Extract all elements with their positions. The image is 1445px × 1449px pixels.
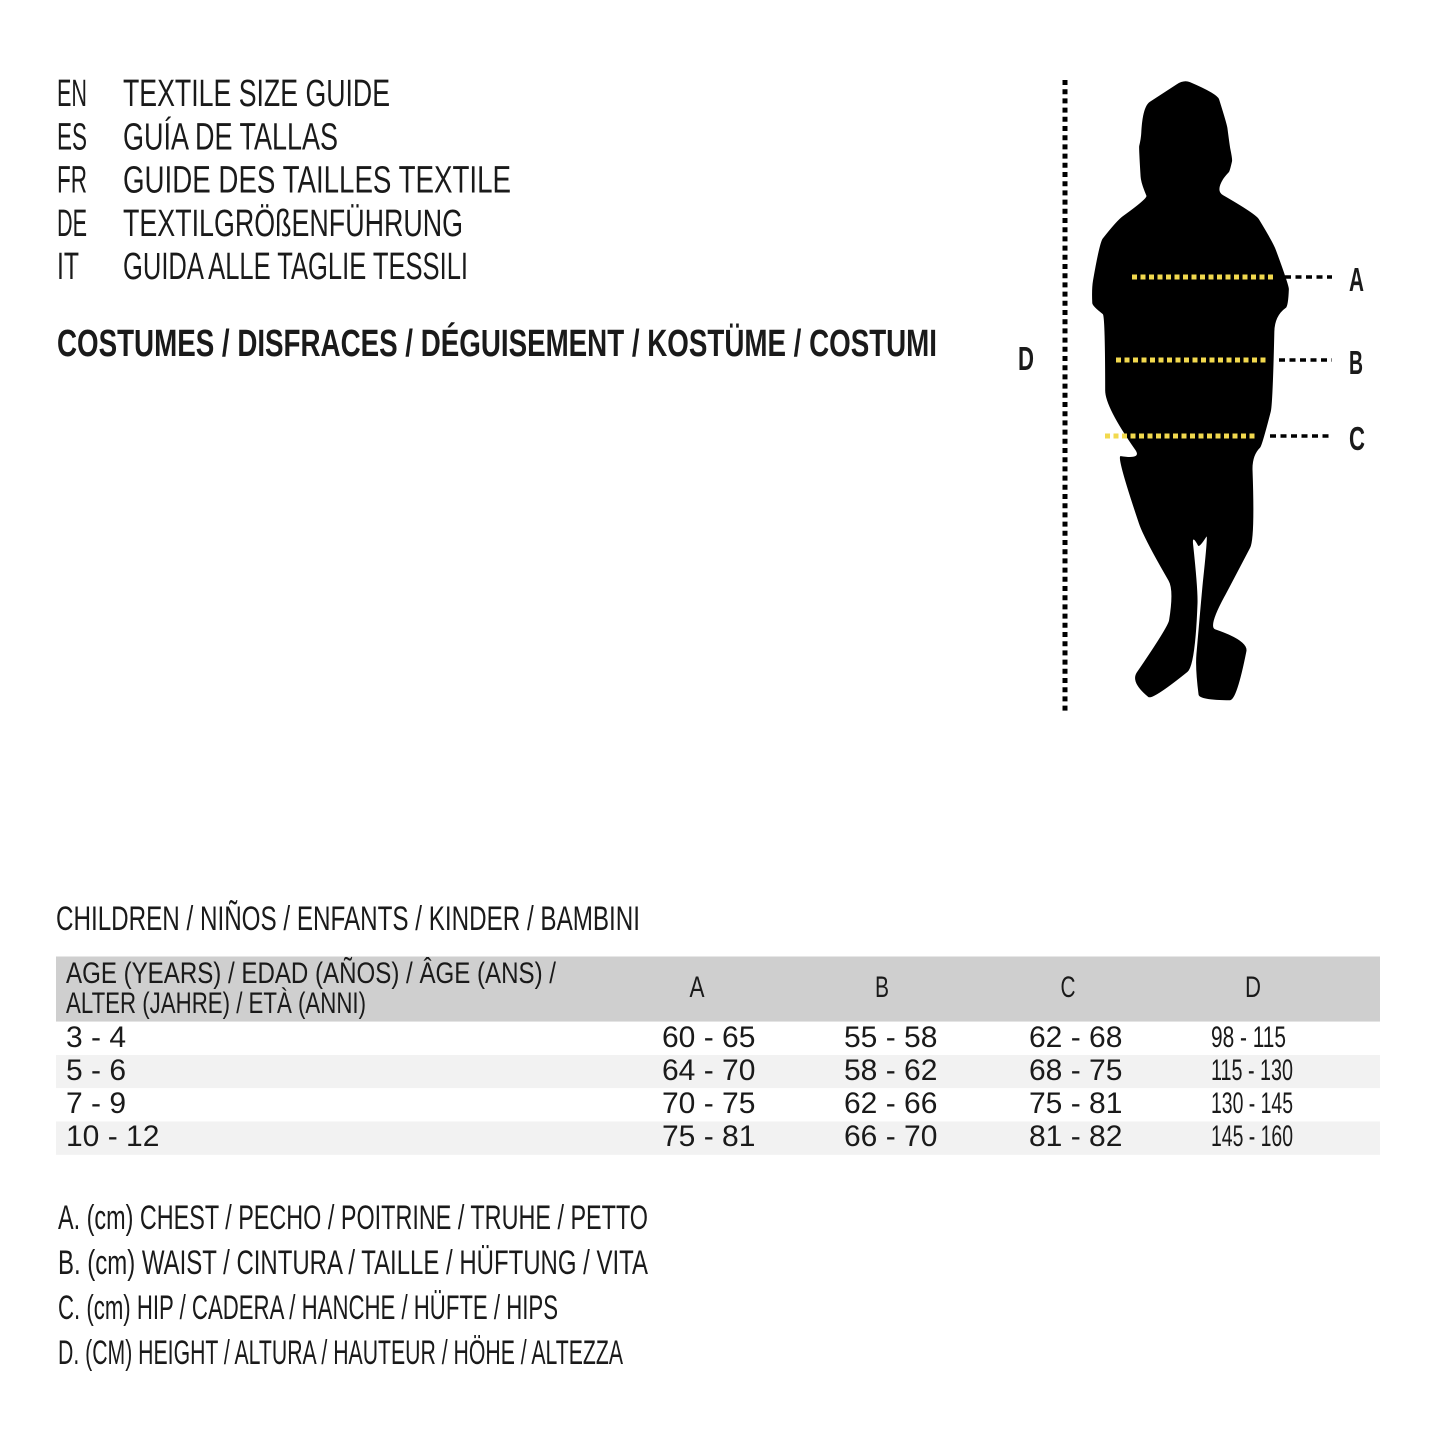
svg-text:75 - 81: 75 - 81 bbox=[662, 1120, 755, 1153]
svg-text:D. (CM) HEIGHT / ALTURA / HAUT: D. (CM) HEIGHT / ALTURA / HAUTEUR / HÖHE… bbox=[58, 1334, 623, 1372]
svg-text:B: B bbox=[1349, 344, 1363, 381]
svg-text:68 - 75: 68 - 75 bbox=[1029, 1054, 1122, 1087]
svg-text:60 - 65: 60 - 65 bbox=[662, 1021, 755, 1054]
svg-text:62 - 66: 62 - 66 bbox=[844, 1087, 937, 1120]
svg-text:130 - 145: 130 - 145 bbox=[1211, 1087, 1293, 1120]
svg-text:GUIDE DES TAILLES TEXTILE: GUIDE DES TAILLES TEXTILE bbox=[123, 159, 511, 201]
svg-text:ES: ES bbox=[57, 115, 87, 157]
svg-text:IT: IT bbox=[57, 245, 79, 287]
svg-text:70 - 75: 70 - 75 bbox=[662, 1087, 755, 1120]
svg-text:81 - 82: 81 - 82 bbox=[1029, 1120, 1122, 1153]
svg-text:EN: EN bbox=[57, 72, 87, 114]
svg-text:3 - 4: 3 - 4 bbox=[66, 1021, 126, 1054]
svg-text:FR: FR bbox=[57, 159, 87, 201]
svg-text:A: A bbox=[690, 971, 705, 1004]
svg-text:10 - 12: 10 - 12 bbox=[66, 1120, 159, 1153]
svg-text:A. (cm) CHEST / PECHO / POITRI: A. (cm) CHEST / PECHO / POITRINE / TRUHE… bbox=[58, 1199, 648, 1237]
svg-text:55 - 58: 55 - 58 bbox=[844, 1021, 937, 1054]
svg-text:98 - 115: 98 - 115 bbox=[1211, 1021, 1286, 1054]
svg-text:C: C bbox=[1349, 420, 1365, 457]
svg-text:A: A bbox=[1349, 261, 1364, 298]
svg-text:62 - 68: 62 - 68 bbox=[1029, 1021, 1122, 1054]
svg-text:C: C bbox=[1061, 971, 1076, 1004]
svg-text:64 - 70: 64 - 70 bbox=[662, 1054, 755, 1087]
svg-text:75 - 81: 75 - 81 bbox=[1029, 1087, 1122, 1120]
svg-text:D: D bbox=[1018, 340, 1034, 377]
svg-text:5 - 6: 5 - 6 bbox=[66, 1054, 126, 1087]
svg-text:7 - 9: 7 - 9 bbox=[66, 1087, 126, 1120]
svg-text:ALTER (JAHRE) / ETÀ (ANNI): ALTER (JAHRE) / ETÀ (ANNI) bbox=[66, 987, 366, 1020]
svg-text:TEXTILE SIZE GUIDE: TEXTILE SIZE GUIDE bbox=[123, 72, 390, 114]
svg-text:AGE (YEARS) / EDAD (AÑOS) / ÂG: AGE (YEARS) / EDAD (AÑOS) / ÂGE (ANS) / bbox=[66, 956, 557, 990]
svg-text:B. (cm) WAIST / CINTURA / TAIL: B. (cm) WAIST / CINTURA / TAILLE / HÜFTU… bbox=[58, 1244, 648, 1282]
svg-text:66 - 70: 66 - 70 bbox=[844, 1120, 937, 1153]
svg-text:145 - 160: 145 - 160 bbox=[1211, 1120, 1293, 1153]
svg-text:COSTUMES / DISFRACES / DÉGUISE: COSTUMES / DISFRACES / DÉGUISEMENT / KOS… bbox=[57, 322, 937, 364]
svg-text:58 - 62: 58 - 62 bbox=[844, 1054, 937, 1087]
svg-text:GUIDA ALLE TAGLIE TESSILI: GUIDA ALLE TAGLIE TESSILI bbox=[123, 245, 468, 287]
svg-text:TEXTILGRÖßENFÜHRUNG: TEXTILGRÖßENFÜHRUNG bbox=[123, 202, 463, 244]
svg-text:D: D bbox=[1245, 971, 1261, 1004]
svg-text:CHILDREN / NIÑOS / ENFANTS / K: CHILDREN / NIÑOS / ENFANTS / KINDER / BA… bbox=[56, 900, 640, 938]
svg-text:C. (cm) HIP / CADERA / HANCHE: C. (cm) HIP / CADERA / HANCHE / HÜFTE / … bbox=[58, 1289, 558, 1327]
svg-text:115 - 130: 115 - 130 bbox=[1211, 1054, 1293, 1087]
svg-text:B: B bbox=[875, 971, 889, 1004]
svg-text:GUÍA DE TALLAS: GUÍA DE TALLAS bbox=[123, 115, 338, 157]
svg-text:DE: DE bbox=[57, 202, 87, 244]
